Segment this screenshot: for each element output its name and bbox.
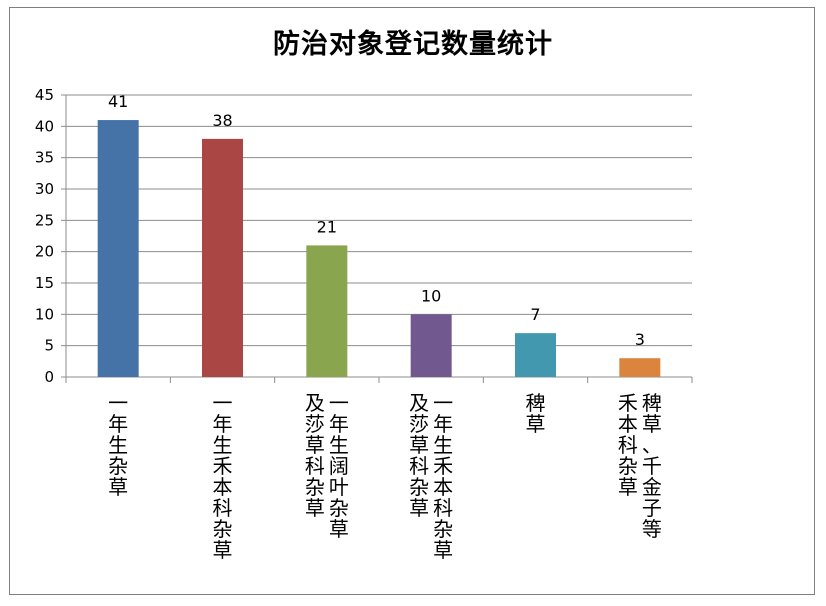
- data-label: 10: [421, 286, 441, 305]
- y-tick-label: 30: [35, 180, 54, 198]
- bar: [515, 333, 556, 377]
- category-label: 及莎草科杂草: [409, 391, 429, 520]
- category-label: 一年生禾本科杂草: [213, 391, 233, 562]
- bar: [306, 245, 348, 377]
- y-tick-label: 40: [35, 117, 54, 135]
- data-label: 7: [530, 305, 540, 324]
- category-label: 一年生禾本科杂草: [433, 391, 453, 562]
- y-tick-label: 25: [35, 211, 54, 229]
- category-label: 禾本科杂草: [618, 391, 638, 499]
- bar: [202, 138, 243, 377]
- y-tick-label: 15: [35, 274, 54, 292]
- y-tick-label: 20: [35, 243, 54, 261]
- y-tick-label: 45: [35, 86, 54, 104]
- data-label: 41: [108, 92, 128, 111]
- category-label: 稗草、千金子等: [642, 391, 662, 541]
- data-label: 21: [317, 217, 337, 236]
- category-label: 一年生阔叶杂草: [329, 391, 349, 541]
- category-label: 稗草: [526, 391, 546, 436]
- bar: [410, 314, 452, 377]
- data-label: 38: [212, 111, 232, 130]
- category-label: 一年生杂草: [108, 391, 128, 499]
- y-tick-label: 35: [35, 149, 54, 167]
- data-label: 3: [635, 330, 645, 349]
- bar: [97, 120, 139, 378]
- y-tick-label: 0: [44, 368, 54, 386]
- y-tick-label: 10: [35, 305, 54, 323]
- category-label: 及莎草科杂草: [305, 391, 325, 520]
- chart-title: 防治对象登记数量统计: [273, 29, 553, 60]
- chart-frame: [9, 7, 815, 595]
- y-tick-label: 5: [44, 337, 54, 355]
- bar: [619, 358, 661, 377]
